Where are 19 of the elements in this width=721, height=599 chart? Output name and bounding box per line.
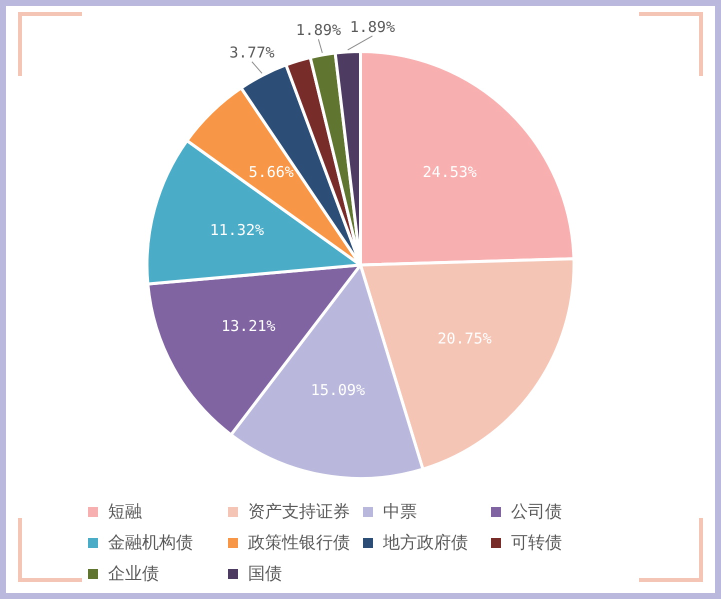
data-label: 1.89% xyxy=(296,21,341,40)
data-label: 1.89% xyxy=(350,18,395,36)
data-label: 20.75% xyxy=(437,330,492,348)
data-label: 13.21% xyxy=(221,316,276,335)
data-label: 15.09% xyxy=(310,380,365,399)
legend-label: 短融 xyxy=(108,501,142,523)
legend-label: 国债 xyxy=(248,563,282,585)
legend-label: 政策性银行债 xyxy=(248,532,350,554)
data-label: 3.77% xyxy=(229,44,275,62)
legend-label: 企业债 xyxy=(108,563,159,585)
legend-label: 中票 xyxy=(383,501,417,523)
legend-label: 公司债 xyxy=(511,501,562,523)
legend-label: 地方政府债 xyxy=(383,532,468,554)
data-label: 11.32% xyxy=(210,221,264,240)
data-label: 5.66% xyxy=(248,163,294,182)
data-label: 24.53% xyxy=(422,162,477,181)
legend-label: 可转债 xyxy=(511,532,562,554)
legend-label: 金融机构债 xyxy=(108,532,193,554)
legend-label: 资产支持证券 xyxy=(248,501,350,523)
